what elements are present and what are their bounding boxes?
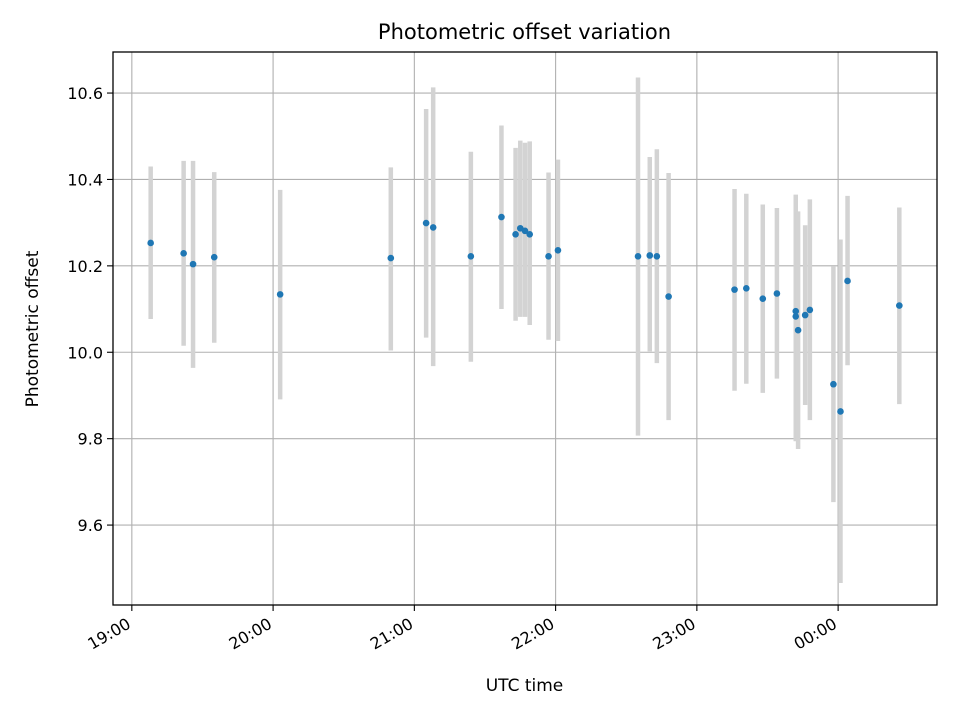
data-point (180, 250, 187, 257)
data-point (731, 286, 738, 293)
data-point (189, 260, 197, 268)
data-point (665, 293, 672, 300)
data-points (147, 213, 903, 415)
data-point (634, 253, 642, 260)
data-point (387, 254, 395, 262)
y-tick-label: 10.4 (67, 170, 103, 189)
data-point (422, 219, 430, 227)
x-axis-title: UTC time (486, 676, 564, 696)
data-point (759, 295, 767, 302)
data-point (792, 307, 800, 315)
data-point (521, 227, 529, 235)
y-tick-label: 10.2 (67, 257, 103, 276)
data-point (210, 253, 218, 261)
data-point (830, 380, 837, 388)
data-point (646, 252, 654, 259)
data-point (526, 231, 534, 238)
y-tick-label: 10.0 (67, 343, 103, 362)
data-point (896, 302, 903, 309)
data-point (837, 408, 844, 415)
data-point (653, 253, 661, 260)
data-point (806, 306, 814, 314)
data-point (773, 290, 781, 297)
data-point (844, 277, 851, 285)
data-point (545, 253, 552, 260)
data-point (794, 326, 802, 334)
data-point (512, 231, 519, 238)
y-tick-label: 9.6 (78, 516, 103, 535)
data-point (467, 253, 475, 260)
y-axis-title: Photometric offset (23, 250, 43, 407)
chart-title: Photometric offset variation (378, 20, 671, 44)
data-point (429, 224, 437, 231)
plot-area-frame (112, 51, 938, 606)
data-point (792, 313, 800, 320)
data-point (554, 247, 562, 254)
y-tick-label: 10.6 (67, 84, 103, 103)
data-point (276, 291, 284, 298)
data-point (801, 311, 809, 319)
data-point (743, 285, 750, 292)
y-tick-label: 9.8 (78, 430, 103, 449)
data-point (147, 239, 154, 247)
data-point (498, 213, 505, 221)
